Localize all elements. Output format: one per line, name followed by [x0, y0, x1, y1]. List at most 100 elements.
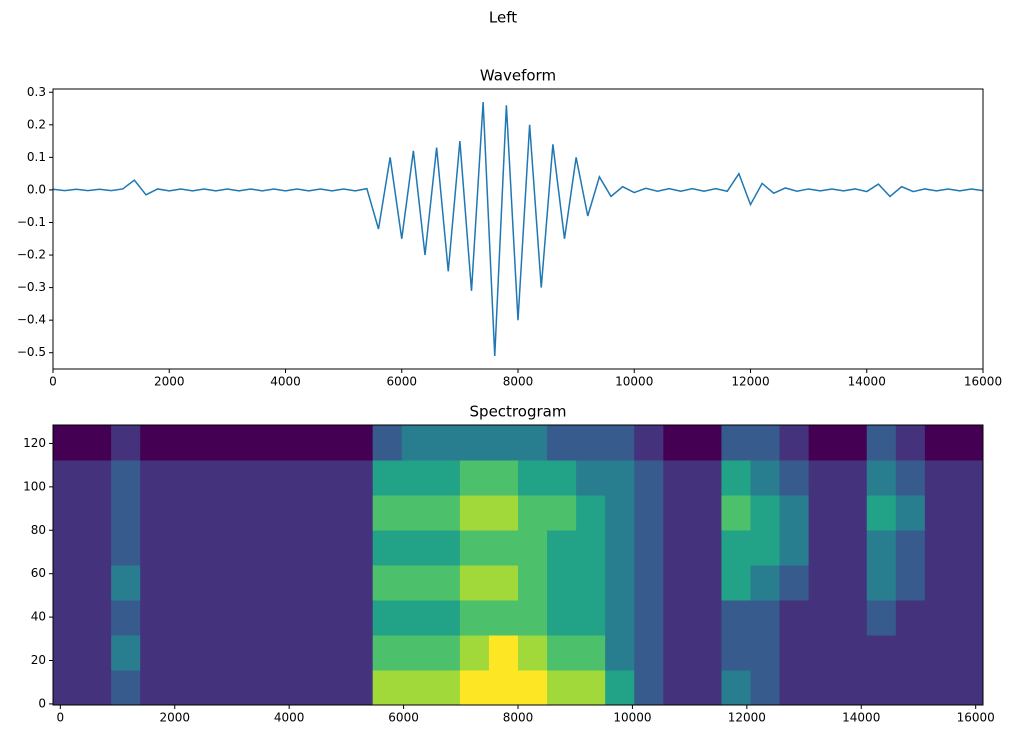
spectrogram-cell: [866, 670, 897, 706]
spectrogram-cell: [82, 565, 112, 601]
spectrogram-cell: [924, 425, 955, 461]
spectrogram-cell: [866, 635, 897, 671]
spectrogram-cell: [227, 460, 257, 496]
x-tick-label: 10000: [615, 375, 653, 389]
spectrogram-cell: [285, 495, 316, 531]
spectrogram-cell: [314, 460, 345, 496]
spectrogram-cell: [169, 565, 199, 601]
spectrogram-cell: [866, 425, 897, 461]
x-tick-label: 14000: [842, 711, 880, 725]
spectrogram-cell: [953, 425, 984, 461]
spectrogram-cell: [198, 600, 228, 636]
spectrogram-cell: [721, 565, 751, 601]
spectrogram-cell: [169, 635, 199, 671]
spectrogram-cell: [924, 600, 955, 636]
spectrogram-cell: [692, 565, 722, 601]
spectrogram-cell: [953, 530, 984, 566]
x-tick-label: 12000: [728, 711, 766, 725]
y-tick-label: 80: [31, 523, 46, 537]
x-tick-label: 12000: [731, 375, 769, 389]
spectrogram-cell: [227, 635, 257, 671]
spectrogram-cell: [663, 635, 693, 671]
y-tick-label: 0.0: [27, 182, 46, 196]
x-tick-label: 6000: [386, 375, 417, 389]
spectrogram-cell: [895, 425, 926, 461]
spectrogram-cell: [372, 495, 403, 531]
spectrogram-cell: [576, 425, 606, 461]
spectrogram-cell: [750, 670, 781, 706]
spectrogram-cell: [488, 600, 519, 636]
spectrogram-cell: [53, 635, 83, 671]
spectrogram-cell: [488, 565, 519, 601]
spectrogram-cell: [343, 530, 374, 566]
spectrogram-cell: [663, 600, 693, 636]
spectrogram-cell: [692, 460, 722, 496]
spectrogram-cell: [285, 460, 316, 496]
spectrogram-cell: [401, 600, 432, 636]
spectrogram-cell: [111, 565, 141, 601]
spectrogram-cell: [721, 670, 751, 706]
spectrogram-cell: [837, 565, 868, 601]
x-tick-label: 0: [57, 711, 65, 725]
spectrogram-cell: [663, 425, 693, 461]
spectrogram-cell: [924, 495, 955, 531]
y-tick-label: 120: [23, 436, 46, 450]
spectrogram-cell: [750, 635, 781, 671]
spectrogram-cell: [169, 670, 199, 706]
spectrogram-cell: [372, 460, 403, 496]
spectrogram-cell: [111, 460, 141, 496]
spectrogram-cell: [750, 600, 781, 636]
spectrogram-cell: [53, 600, 83, 636]
spectrogram-cell: [576, 635, 606, 671]
spectrogram-cell: [605, 565, 635, 601]
spectrogram-cell: [314, 600, 345, 636]
spectrogram-cell: [401, 635, 432, 671]
y-tick-label: 20: [31, 653, 46, 667]
spectrogram-cell: [343, 495, 374, 531]
spectrogram-cell: [634, 495, 664, 531]
spectrogram-cell: [895, 565, 926, 601]
spectrogram-cell: [111, 530, 141, 566]
axes-frame: [52, 88, 984, 370]
spectrogram-cell: [779, 495, 810, 531]
spectrogram-cell: [518, 635, 548, 671]
spectrogram-cell: [256, 460, 286, 496]
spectrogram-cell: [518, 565, 548, 601]
spectrogram-cell: [953, 635, 984, 671]
spectrogram-cell: [895, 495, 926, 531]
spectrogram-cell: [721, 635, 751, 671]
spectrogram-cell: [227, 565, 257, 601]
spectrogram-cell: [401, 670, 432, 706]
spectrogram-cell: [430, 495, 461, 531]
spectrogram-cell: [82, 495, 112, 531]
spectrogram-cell: [576, 670, 606, 706]
spectrogram-cell: [721, 425, 751, 461]
y-tick-label: −0.3: [17, 280, 46, 294]
spectrogram-cell: [343, 565, 374, 601]
spectrogram-cell: [663, 530, 693, 566]
spectrogram-cell: [285, 600, 316, 636]
spectrogram-cell: [111, 600, 141, 636]
y-tick-label: −0.1: [17, 215, 46, 229]
spectrogram-cell: [227, 600, 257, 636]
spectrogram-cell: [53, 495, 83, 531]
spectrogram-cell: [372, 530, 403, 566]
spectrogram-cell: [140, 635, 170, 671]
spectrogram-cell: [488, 530, 519, 566]
spectrogram-cell: [401, 460, 432, 496]
spectrogram-cell: [314, 635, 345, 671]
y-tick-label: −0.2: [17, 248, 46, 262]
spectrogram-cell: [808, 565, 839, 601]
spectrogram-cell: [256, 670, 286, 706]
spectrogram-cell: [82, 425, 112, 461]
x-tick-label: 4000: [274, 711, 305, 725]
spectrogram-cell: [227, 425, 257, 461]
spectrogram-cell: [953, 600, 984, 636]
spectrogram-cell: [111, 425, 141, 461]
spectrogram-cell: [924, 565, 955, 601]
spectrogram-cell: [634, 565, 664, 601]
spectrogram-cell: [547, 565, 577, 601]
axes-title: Spectrogram: [470, 403, 567, 421]
spectrogram-cell: [808, 600, 839, 636]
spectrogram-cell: [750, 495, 781, 531]
